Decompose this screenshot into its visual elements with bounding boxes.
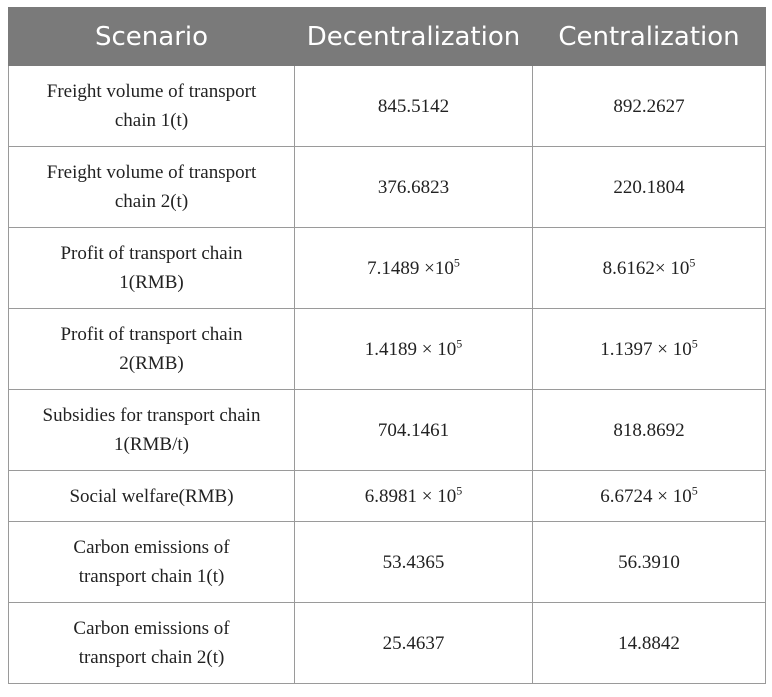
header-row: Scenario Decentralization Centralization [8, 7, 766, 66]
row-label-line1: Freight volume of transport [46, 162, 257, 183]
value-base: 1.4189 × 10 [364, 338, 457, 360]
decentralization-value: 845.5142 [294, 65, 533, 147]
row-label-line1: Profit of transport chain [60, 324, 243, 345]
table-row: Freight volume of transport chain 2(t) 37… [8, 146, 766, 228]
row-label-line1: Carbon emissions of [73, 618, 230, 639]
centralization-value: 892.2627 [532, 65, 766, 147]
header-scenario: Scenario [8, 7, 295, 66]
centralization-value: 818.8692 [532, 389, 766, 471]
row-label-line1: Subsidies for transport chain [42, 405, 261, 426]
centralization-value: 8.6162× 105 [532, 227, 766, 309]
header-centralization: Centralization [532, 7, 766, 66]
decentralization-value: 53.4365 [294, 521, 533, 603]
decentralization-value: 376.6823 [294, 146, 533, 228]
decentralization-value: 6.8981 × 105 [294, 470, 533, 522]
value-exponent: 5 [691, 483, 698, 498]
row-label: Profit of transport chain 1(RMB) [8, 227, 295, 309]
row-label: Freight volume of transport chain 1(t) [8, 65, 295, 147]
row-label-line2: 1(RMB/t) [114, 434, 189, 455]
row-label-line2: transport chain 1(t) [78, 566, 225, 587]
value-base: 8.6162× 10 [602, 257, 690, 279]
table-row: Social welfare(RMB) 6.8981 × 105 6.6724 … [8, 470, 766, 522]
table-row: Freight volume of transport chain 1(t) 84… [8, 65, 766, 147]
row-label-line1: Carbon emissions of [73, 537, 230, 558]
row-label-line2: chain 2(t) [114, 191, 189, 212]
decentralization-value: 704.1461 [294, 389, 533, 471]
table-row: Profit of transport chain 1(RMB) 7.1489 ×… [8, 227, 766, 309]
table-row: Carbon emissions of transport chain 2(t) … [8, 602, 766, 684]
centralization-value: 1.1397 × 105 [532, 308, 766, 390]
value-exponent: 5 [453, 255, 460, 270]
row-label: Freight volume of transport chain 2(t) [8, 146, 295, 228]
decentralization-value: 25.4637 [294, 602, 533, 684]
results-table: Scenario Decentralization Centralization… [8, 7, 766, 684]
value-base: 7.1489 ×10 [367, 257, 454, 279]
centralization-value: 56.3910 [532, 521, 766, 603]
value-exponent: 5 [691, 336, 698, 351]
table-row: Profit of transport chain 2(RMB) 1.4189 ×… [8, 308, 766, 390]
row-label: Profit of transport chain 2(RMB) [8, 308, 295, 390]
row-label: Social welfare(RMB) [8, 470, 295, 522]
row-label: Carbon emissions of transport chain 2(t) [8, 602, 295, 684]
decentralization-value: 1.4189 × 105 [294, 308, 533, 390]
value-exponent: 5 [689, 255, 696, 270]
value-exponent: 5 [456, 483, 463, 498]
value-exponent: 5 [456, 336, 463, 351]
row-label-line2: transport chain 2(t) [78, 647, 225, 668]
table-row: Carbon emissions of transport chain 1(t) … [8, 521, 766, 603]
value-base: 6.6724 × 10 [600, 485, 692, 507]
row-label: Subsidies for transport chain 1(RMB/t) [8, 389, 295, 471]
row-label-line2: 2(RMB) [119, 353, 184, 374]
row-label-line2: chain 1(t) [114, 110, 189, 131]
centralization-value: 14.8842 [532, 602, 766, 684]
decentralization-value: 7.1489 ×105 [294, 227, 533, 309]
row-label-line1: Freight volume of transport [46, 81, 257, 102]
value-base: 1.1397 × 10 [600, 338, 692, 360]
row-label-line1: Profit of transport chain [60, 243, 243, 264]
value-base: 6.8981 × 10 [364, 485, 457, 507]
row-label: Carbon emissions of transport chain 1(t) [8, 521, 295, 603]
centralization-value: 6.6724 × 105 [532, 470, 766, 522]
header-decentralization: Decentralization [294, 7, 533, 66]
centralization-value: 220.1804 [532, 146, 766, 228]
table-row: Subsidies for transport chain 1(RMB/t) 70… [8, 389, 766, 471]
row-label-line2: 1(RMB) [119, 272, 184, 293]
